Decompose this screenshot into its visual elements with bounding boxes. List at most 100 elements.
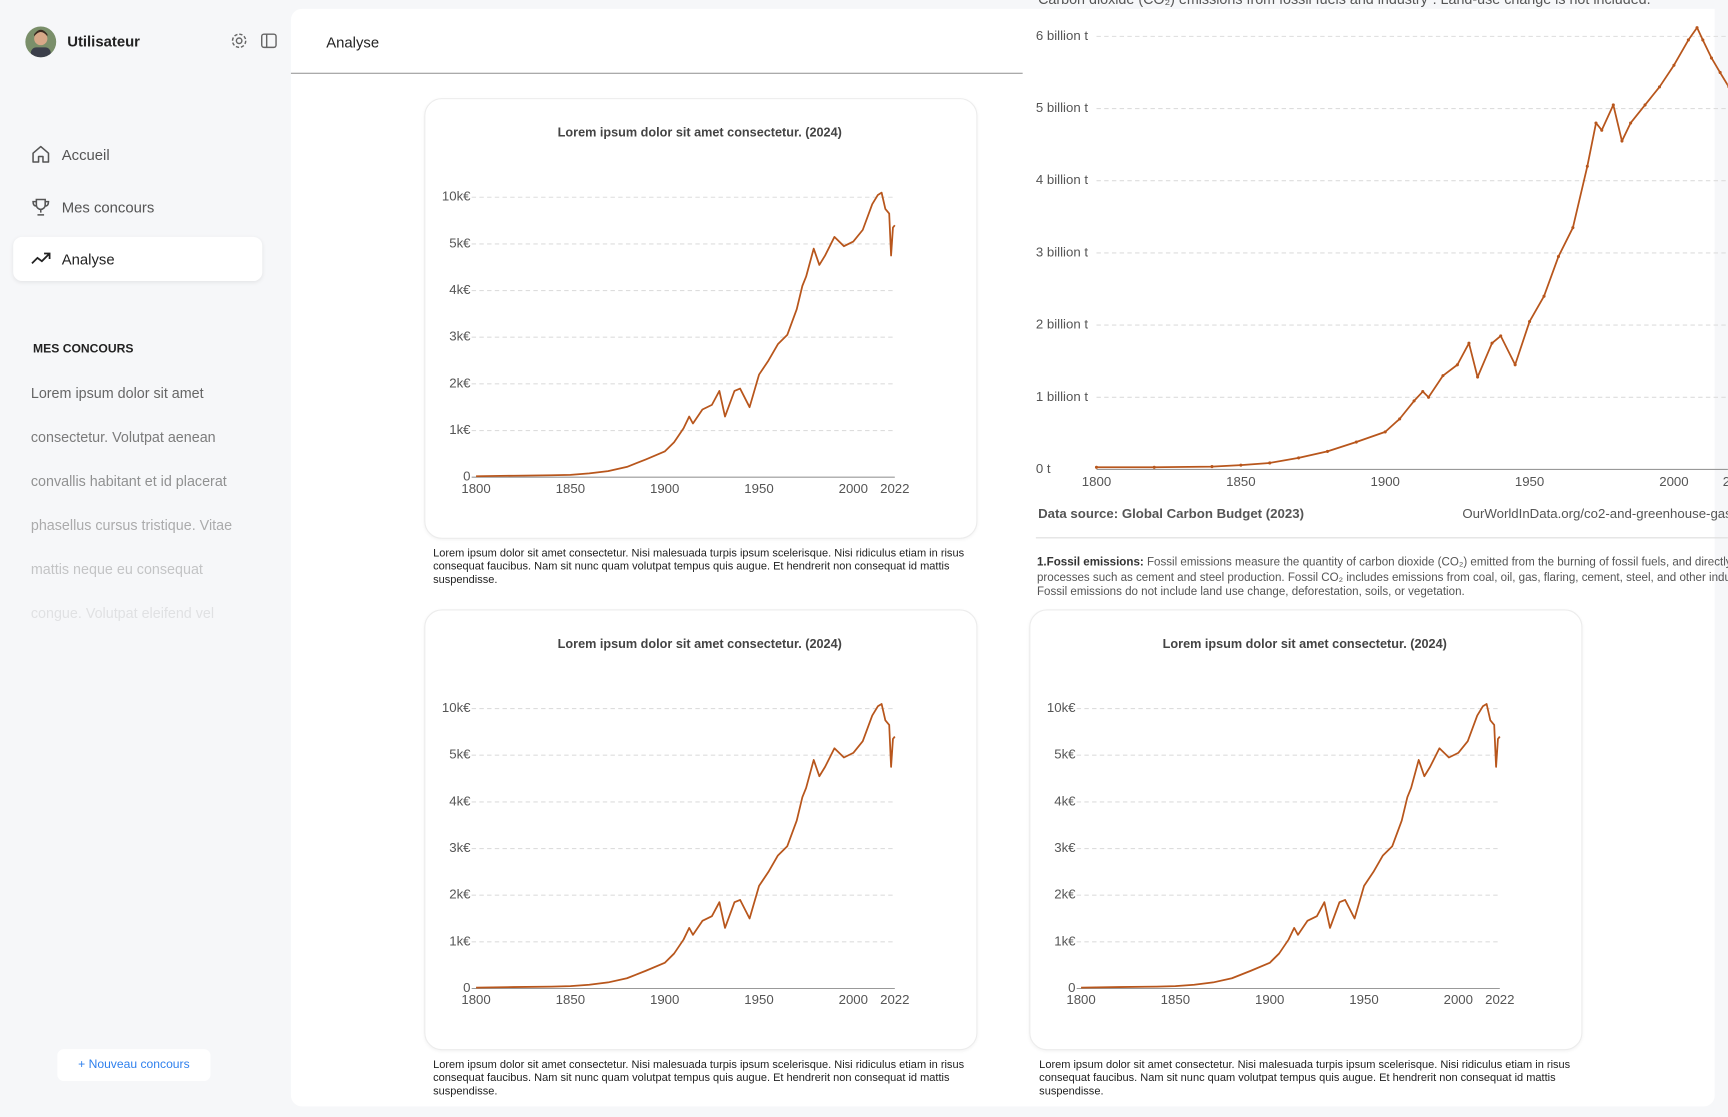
- y-tick-label: 4 billion t: [1036, 172, 1088, 187]
- data-point: [1718, 70, 1722, 74]
- chart-caption: Lorem ipsum dolor sit amet consectetur. …: [433, 547, 965, 587]
- x-tick-label: 1950: [744, 481, 773, 496]
- y-tick-label: 10k€: [442, 189, 471, 204]
- data-point: [1467, 341, 1471, 345]
- data-point: [1398, 417, 1402, 421]
- footnote-label: 1.Fossil emissions:: [1036, 555, 1144, 569]
- x-tick-label: 2022: [880, 481, 909, 496]
- header-divider: [290, 72, 1023, 74]
- list-item[interactable]: congue. Volutpat eleifend vel: [30, 604, 215, 622]
- chart-caption: Lorem ipsum dolor sit amet consectetur. …: [433, 1059, 965, 1098]
- chart-title: Lorem ipsum dolor sit amet consectetur. …: [1163, 637, 1447, 651]
- data-source: Data source: Global Carbon Budget (2023): [1038, 506, 1304, 521]
- chart: Lorem ipsum dolor sit amet consectetur. …: [442, 126, 910, 496]
- list-item[interactable]: convallis habitant et id placerat: [30, 472, 227, 490]
- trend-icon: [31, 252, 51, 265]
- x-tick-label: 1900: [650, 992, 679, 1007]
- y-tick-label: 0: [1068, 980, 1075, 995]
- footnote-text: Fossil emissions measure the quantity of…: [1036, 555, 1728, 599]
- data-point: [1354, 440, 1358, 444]
- data-line: [1096, 26, 1728, 469]
- data-point: [1268, 461, 1272, 465]
- x-tick-label: 1850: [1226, 474, 1255, 489]
- chart-card: Lorem ipsum dolor sit amet consectetur. …: [1029, 609, 1583, 1051]
- data-point: [1152, 465, 1156, 469]
- data-point: [1383, 430, 1387, 434]
- chart-card: Lorem ipsum dolor sit amet consectetur. …: [424, 98, 978, 539]
- y-tick-label: 1k€: [1054, 933, 1076, 948]
- x-tick-label: 1950: [1349, 992, 1378, 1007]
- y-tick-label: 2k€: [449, 887, 471, 902]
- source-url: OurWorldInData.org/co2-and-greenhouse-ga…: [1462, 506, 1728, 521]
- chart: Lorem ipsum dolor sit amet consectetur. …: [1047, 637, 1515, 1007]
- data-point: [1421, 389, 1425, 394]
- x-tick-label: 2022: [1485, 992, 1514, 1007]
- data-point: [1094, 465, 1099, 469]
- chart: Lorem ipsum dolor sit amet consectetur. …: [442, 637, 910, 1007]
- data-point: [1499, 334, 1503, 338]
- data-point: [1556, 254, 1560, 259]
- data-point: [1239, 463, 1243, 467]
- x-tick-label: 1850: [556, 992, 585, 1007]
- y-tick-label: 4k€: [1054, 793, 1076, 808]
- nav-item[interactable]: Mes concours: [61, 199, 155, 216]
- data-point: [1476, 375, 1480, 379]
- y-tick-label: 1 billion t: [1036, 389, 1088, 404]
- x-tick-label: 2000: [839, 992, 868, 1007]
- data-line: [476, 703, 896, 989]
- y-tick-label: 2k€: [449, 375, 471, 390]
- section-title: MES CONCOURS: [33, 342, 134, 356]
- data-point: [1701, 38, 1705, 42]
- y-tick-label: 10k€: [442, 700, 471, 715]
- y-tick-label: 1k€: [449, 422, 471, 437]
- y-tick-label: 3 billion t: [1036, 244, 1088, 259]
- nav-item[interactable]: Accueil: [61, 146, 110, 164]
- data-point: [1585, 164, 1589, 168]
- y-tick-label: 5k€: [449, 747, 471, 762]
- y-tick-label: 5k€: [449, 235, 471, 250]
- data-point: [1297, 456, 1301, 460]
- data-point: [1594, 121, 1598, 125]
- list-item[interactable]: mattis neque eu consequat: [30, 560, 203, 578]
- settings-icon[interactable]: [230, 32, 248, 50]
- y-tick-label: 10k€: [1047, 700, 1076, 715]
- x-tick-label: 1800: [1066, 992, 1095, 1007]
- x-tick-label: 2000: [839, 481, 868, 496]
- list-item[interactable]: Lorem ipsum dolor sit amet: [30, 384, 204, 402]
- data-point: [1657, 85, 1662, 89]
- x-tick-label: 1900: [650, 481, 679, 496]
- data-point: [1620, 139, 1624, 143]
- data-point: [1709, 56, 1714, 60]
- co2-chart: Carbon dioxide (CO₂) emissions from foss…: [1036, 0, 1728, 539]
- y-tick-label: 4k€: [449, 793, 471, 808]
- y-tick-label: 2k€: [1054, 887, 1076, 902]
- list-item[interactable]: phasellus cursus tristique. Vitae: [30, 516, 233, 534]
- x-tick-label: 2022: [880, 992, 909, 1007]
- data-point: [1643, 103, 1647, 107]
- new-contest-button[interactable]: + Nouveau concours: [57, 1049, 211, 1082]
- data-point: [1611, 103, 1615, 107]
- data-point: [1686, 38, 1690, 42]
- nav-item-active[interactable]: Analyse: [61, 251, 115, 268]
- chart-title: Carbon dioxide (CO₂) emissions from foss…: [1038, 0, 1651, 8]
- chart-card: Lorem ipsum dolor sit amet consectetur. …: [424, 609, 978, 1051]
- data-point: [1672, 63, 1676, 67]
- y-tick-label: 0 t: [1036, 461, 1051, 476]
- data-point: [1528, 319, 1532, 324]
- y-tick-label: 5 billion t: [1036, 100, 1088, 115]
- y-tick-label: 6 billion t: [1036, 28, 1088, 43]
- list-item[interactable]: consectetur. Volutpat aenean: [30, 428, 216, 446]
- x-tick-label: 1800: [1082, 474, 1111, 489]
- y-tick-label: 5k€: [1054, 747, 1076, 762]
- x-tick-label: 2022: [1723, 474, 1728, 489]
- toggle-sidebar-icon[interactable]: [260, 32, 278, 50]
- user-name: Utilisateur: [67, 33, 140, 50]
- page-title: Analyse: [326, 34, 380, 51]
- data-point: [1600, 128, 1604, 132]
- nav-active-bg: [13, 236, 263, 282]
- chart-caption: Lorem ipsum dolor sit amet consectetur. …: [1039, 1059, 1571, 1098]
- sidebar: Utilisateur Accueil Mes concours Analyse…: [0, 0, 291, 1117]
- data-point: [1629, 121, 1633, 125]
